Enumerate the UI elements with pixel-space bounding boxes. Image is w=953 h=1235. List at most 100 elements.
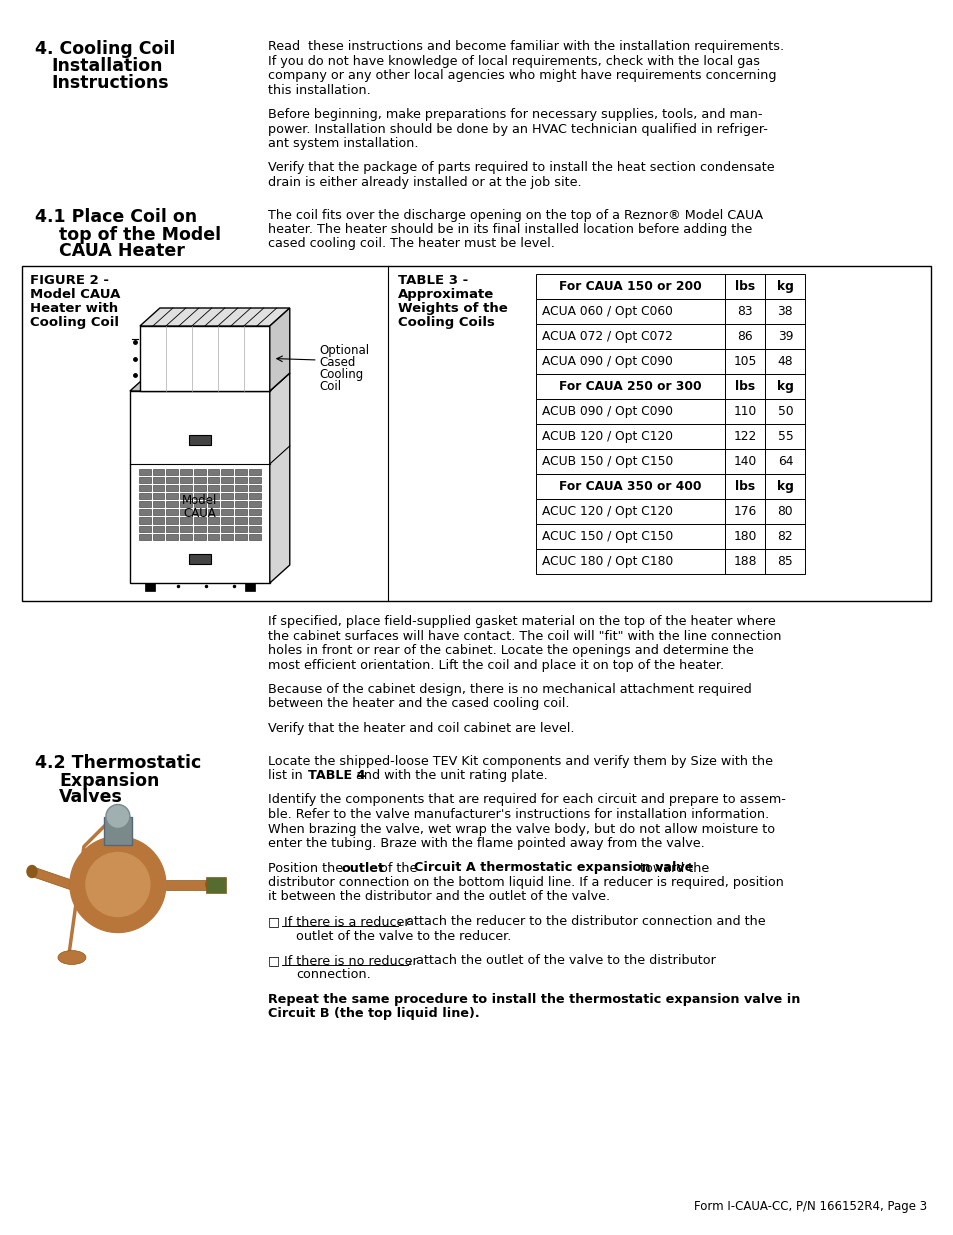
Text: Approximate: Approximate	[397, 288, 494, 301]
Circle shape	[106, 804, 130, 829]
Text: , attach the reducer to the distributor connection and the: , attach the reducer to the distributor …	[397, 915, 764, 927]
Bar	[193, 509, 206, 515]
Text: Locate the shipped-loose TEV Kit components and verify them by Size with the: Locate the shipped-loose TEV Kit compone…	[268, 755, 772, 767]
Bar	[130, 391, 270, 583]
Bar	[764, 499, 804, 524]
Bar	[221, 534, 233, 540]
Bar	[249, 485, 260, 492]
Text: When brazing the valve, wet wrap the valve body, but do not allow moisture to: When brazing the valve, wet wrap the val…	[268, 823, 774, 836]
Bar	[235, 534, 247, 540]
Text: 55: 55	[777, 430, 793, 443]
Bar	[208, 534, 219, 540]
Text: holes in front or rear of the cabinet. Locate the openings and determine the: holes in front or rear of the cabinet. L…	[268, 643, 753, 657]
Bar	[152, 477, 164, 483]
Polygon shape	[270, 373, 290, 583]
Text: ACUC 150 / Opt C150: ACUC 150 / Opt C150	[541, 530, 672, 543]
Bar	[535, 374, 724, 399]
Text: Expansion: Expansion	[59, 772, 159, 789]
Text: of the: of the	[375, 862, 420, 874]
Bar	[193, 501, 206, 508]
Text: 82: 82	[777, 530, 792, 543]
Text: lbs: lbs	[735, 380, 755, 393]
Text: Because of the cabinet design, there is no mechanical attachment required: Because of the cabinet design, there is …	[268, 683, 751, 697]
Text: ACUA 060 / Opt C060: ACUA 060 / Opt C060	[541, 305, 672, 317]
Text: 39: 39	[777, 330, 792, 343]
Bar	[166, 493, 178, 499]
Bar	[535, 399, 724, 424]
Text: Coil: Coil	[319, 380, 341, 393]
Bar	[166, 469, 178, 475]
Text: heater. The heater should be in its final installed location before adding the: heater. The heater should be in its fina…	[268, 224, 751, 236]
Bar	[140, 326, 270, 391]
Bar	[764, 299, 804, 324]
Text: Circuit A thermostatic expansion valve: Circuit A thermostatic expansion valve	[414, 862, 692, 874]
Bar	[180, 477, 192, 483]
Text: 188: 188	[733, 555, 757, 568]
Bar	[152, 509, 164, 515]
Bar	[724, 399, 764, 424]
Bar	[166, 501, 178, 508]
Bar	[221, 493, 233, 499]
Circle shape	[70, 836, 166, 932]
Polygon shape	[270, 308, 290, 391]
Text: kg: kg	[776, 480, 793, 493]
Bar	[249, 493, 260, 499]
Bar	[535, 424, 724, 450]
Bar	[249, 477, 260, 483]
Bar	[535, 324, 724, 350]
Text: top of the Model: top of the Model	[59, 226, 221, 243]
Bar	[166, 534, 178, 540]
Text: Instructions: Instructions	[51, 74, 169, 91]
Bar	[208, 509, 219, 515]
Bar	[221, 517, 233, 524]
Bar	[139, 485, 151, 492]
Bar	[235, 493, 247, 499]
Bar	[180, 485, 192, 492]
Bar	[152, 493, 164, 499]
Bar	[139, 526, 151, 531]
Text: Read  these instructions and become familiar with the installation requirements.: Read these instructions and become famil…	[268, 40, 783, 53]
Bar	[221, 477, 233, 483]
Text: Model CAUA: Model CAUA	[30, 288, 120, 301]
Bar	[764, 550, 804, 574]
Bar	[249, 534, 260, 540]
Text: ACUA 072 / Opt C072: ACUA 072 / Opt C072	[541, 330, 672, 343]
Text: ACUB 150 / Opt C150: ACUB 150 / Opt C150	[541, 454, 672, 468]
Text: 176: 176	[733, 505, 757, 517]
Bar	[535, 274, 724, 299]
Bar	[235, 517, 247, 524]
Text: Before beginning, make preparations for necessary supplies, tools, and man-: Before beginning, make preparations for …	[268, 107, 761, 121]
Bar	[152, 469, 164, 475]
Bar	[724, 324, 764, 350]
Bar	[193, 526, 206, 531]
Bar	[193, 493, 206, 499]
Text: list in: list in	[268, 769, 306, 782]
Text: ACUB 120 / Opt C120: ACUB 120 / Opt C120	[541, 430, 672, 443]
Bar	[724, 474, 764, 499]
Bar	[180, 469, 192, 475]
Text: ACUA 090 / Opt C090: ACUA 090 / Opt C090	[541, 354, 672, 368]
Text: Identify the components that are required for each circuit and prepare to assem-: Identify the components that are require…	[268, 794, 785, 806]
Text: 50: 50	[777, 405, 792, 417]
Bar	[724, 424, 764, 450]
Bar	[180, 526, 192, 531]
Bar	[208, 526, 219, 531]
Circle shape	[86, 852, 150, 916]
Bar	[193, 534, 206, 540]
Bar	[180, 534, 192, 540]
Text: TABLE 4: TABLE 4	[308, 769, 365, 782]
Bar	[180, 493, 192, 499]
Polygon shape	[166, 879, 211, 889]
Bar	[764, 474, 804, 499]
Bar	[139, 469, 151, 475]
Bar	[180, 501, 192, 508]
Text: the cabinet surfaces will have contact. The coil will "fit" with the line connec: the cabinet surfaces will have contact. …	[268, 630, 781, 642]
Bar	[193, 469, 206, 475]
Bar	[221, 501, 233, 508]
Bar	[724, 550, 764, 574]
Text: outlet of the valve to the reducer.: outlet of the valve to the reducer.	[295, 930, 511, 942]
Text: 4.2 Thermostatic: 4.2 Thermostatic	[35, 755, 201, 773]
Bar	[724, 524, 764, 550]
Text: 105: 105	[733, 354, 757, 368]
Text: Weights of the: Weights of the	[397, 303, 507, 315]
